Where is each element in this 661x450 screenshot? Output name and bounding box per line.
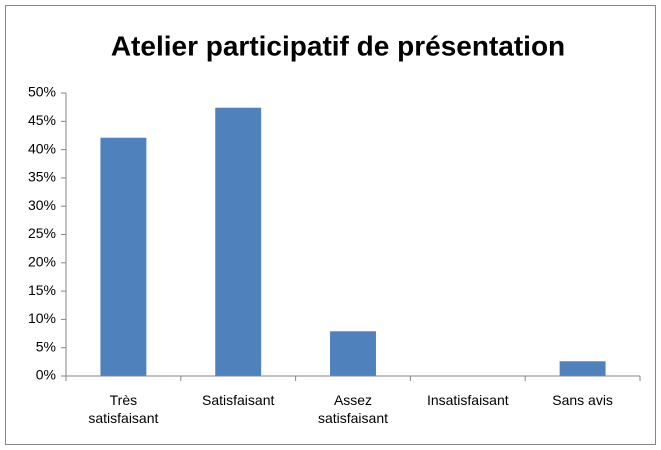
- bar: [215, 107, 262, 376]
- bar: [330, 331, 376, 376]
- x-tick-label-box: Satisfaisant: [202, 392, 275, 408]
- y-tick-label: 15%: [28, 282, 56, 298]
- y-tick-label: 20%: [28, 254, 56, 270]
- y-tick-label: 10%: [28, 310, 56, 326]
- x-tick-label: Sans avis: [552, 392, 613, 408]
- x-tick-label: Assez satisfaisant: [317, 392, 389, 426]
- y-tick-label: 30%: [28, 197, 56, 213]
- x-tick-label: Insatisfaisant: [426, 392, 509, 408]
- y-tick-label: 5%: [36, 338, 56, 354]
- x-tick-label-box: Très satisfaisant: [88, 392, 159, 426]
- x-tick-label: Satisfaisant: [202, 392, 275, 408]
- y-tick-label: 50%: [28, 84, 56, 100]
- chart-title: Atelier participatif de présentation: [111, 30, 565, 61]
- bar: [559, 361, 606, 376]
- x-tick-label: Très satisfaisant: [88, 392, 159, 426]
- x-tick-label-box: Sans avis: [552, 392, 613, 408]
- bar: [100, 137, 147, 376]
- y-tick-label: 25%: [28, 225, 56, 241]
- y-tick-label: 45%: [28, 112, 56, 128]
- y-tick-label: 40%: [28, 140, 56, 156]
- x-tick-label-box: Assez satisfaisant: [317, 392, 389, 426]
- x-tick-label-box: Insatisfaisant: [426, 392, 509, 408]
- y-tick-label: 35%: [28, 169, 56, 185]
- y-tick-label: 0%: [36, 367, 56, 383]
